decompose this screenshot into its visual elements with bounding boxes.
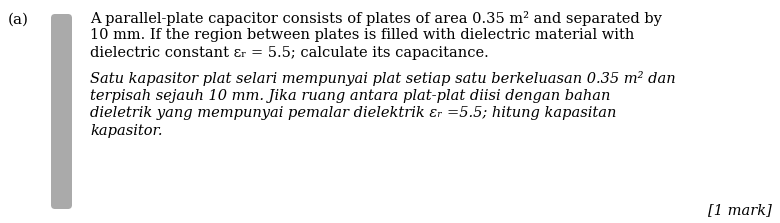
Text: Satu kapasitor plat selari mempunyai plat setiap satu berkeluasan 0.35 m² dan: Satu kapasitor plat selari mempunyai pla… bbox=[90, 72, 675, 87]
Text: (a): (a) bbox=[8, 13, 29, 27]
Text: dieletrik yang mempunyai pemalar dielektrik εᵣ =5.5; hitung kapasitan: dieletrik yang mempunyai pemalar dielekt… bbox=[90, 107, 616, 120]
Text: terpisah sejauh 10 mm. Jika ruang antara plat-plat diisi dengan bahan: terpisah sejauh 10 mm. Jika ruang antara… bbox=[90, 89, 611, 103]
Text: dielectric constant εᵣ = 5.5; calculate its capacitance.: dielectric constant εᵣ = 5.5; calculate … bbox=[90, 46, 489, 60]
Text: kapasitor.: kapasitor. bbox=[90, 124, 162, 138]
FancyBboxPatch shape bbox=[51, 14, 72, 209]
Text: 10 mm. If the region between plates is filled with dielectric material with: 10 mm. If the region between plates is f… bbox=[90, 29, 634, 43]
Text: A parallel-plate capacitor consists of plates of area 0.35 m² and separated by: A parallel-plate capacitor consists of p… bbox=[90, 11, 662, 26]
Text: [1 mark]: [1 mark] bbox=[708, 203, 772, 217]
